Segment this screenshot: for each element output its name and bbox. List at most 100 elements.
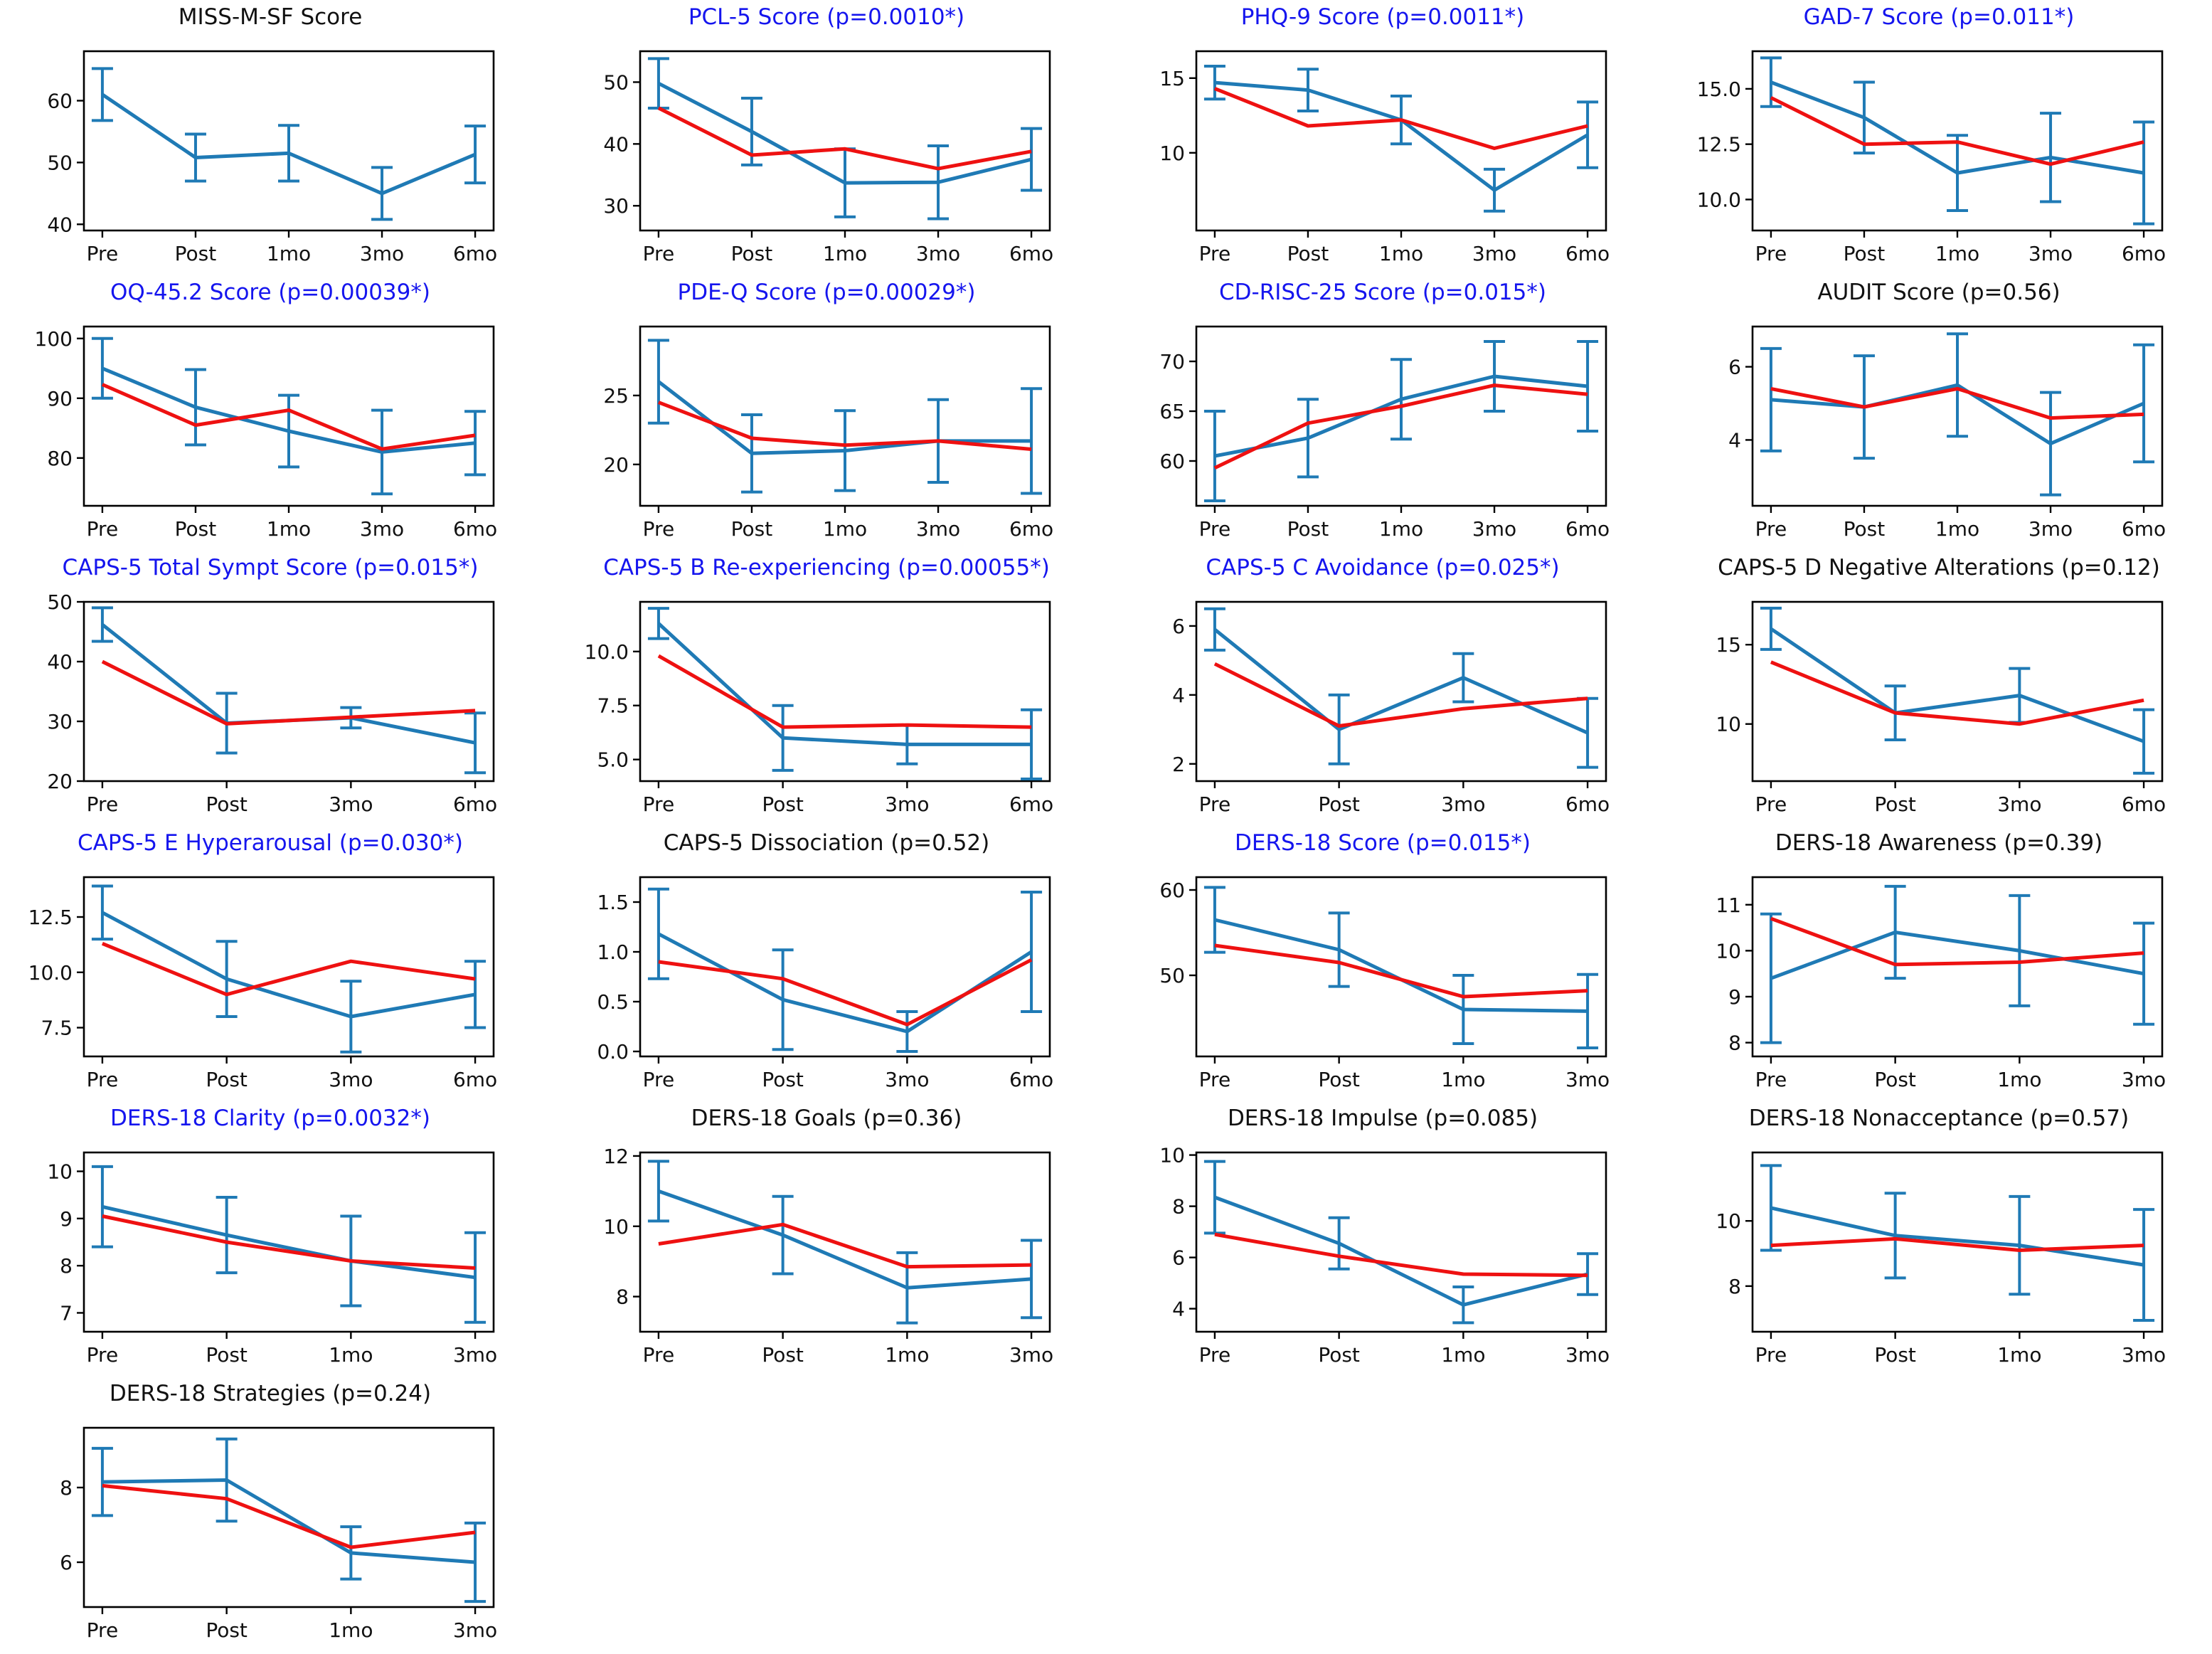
x-tick-label: Post bbox=[1874, 1068, 1916, 1091]
chart-svg: 7 8 9 10 Pre Post 1mo 3mo bbox=[47, 1151, 497, 1367]
y-tick-label: 30 bbox=[47, 710, 73, 733]
chart-panel: DERS-18 Awareness (p=0.39) 8 9 10 11 Pre Post 1… bbox=[1669, 826, 2209, 1096]
axes-frame bbox=[83, 876, 495, 1058]
x-tick-label: Post bbox=[762, 1343, 804, 1367]
y-tick-label: 7.5 bbox=[597, 694, 629, 718]
chart-svg: 8 10 12 Pre Post 1mo 3mo bbox=[603, 1145, 1053, 1367]
x-tick-label: 1mo bbox=[1379, 242, 1423, 265]
y-tick-label: 80 bbox=[47, 447, 73, 470]
chart-title: DERS-18 Score (p=0.015*) bbox=[1235, 830, 1531, 856]
x-tick-label: 3mo bbox=[2028, 517, 2073, 541]
y-tick-label: 20 bbox=[47, 770, 73, 793]
x-tick-label: Post bbox=[731, 517, 773, 541]
y-tick-label: 6 bbox=[1172, 615, 1185, 638]
axes-frame bbox=[1195, 600, 1607, 783]
chart-panel: CD-RISC-25 Score (p=0.015*) 60 65 70 Pre Post… bbox=[1112, 275, 1653, 546]
model-series-line bbox=[657, 654, 1032, 729]
chart-panel: OQ-45.2 Score (p=0.00039*) 80 90 100 Pre Post… bbox=[0, 275, 541, 546]
chart-title: CAPS-5 E Hyperarousal (p=0.030*) bbox=[78, 830, 463, 856]
y-tick-label: 15.0 bbox=[1697, 78, 1741, 101]
y-tick-label: 10 bbox=[1716, 939, 1741, 963]
chart-panel: DERS-18 Goals (p=0.36) 8 10 12 Pre Post 1mo 3mo bbox=[556, 1101, 1097, 1372]
axes-frame bbox=[1751, 1151, 2164, 1333]
axes-frame bbox=[639, 600, 1051, 783]
x-tick-label: 3mo bbox=[329, 1068, 373, 1091]
chart-svg: 20 25 Pre Post 1mo 3mo 6mo bbox=[603, 325, 1053, 541]
x-tick-label: 3mo bbox=[916, 517, 960, 541]
x-tick-label: Post bbox=[206, 792, 248, 816]
axes-frame bbox=[639, 1151, 1051, 1333]
model-series-line bbox=[102, 1214, 476, 1270]
model-series-line bbox=[1213, 383, 1588, 470]
y-tick-label: 4 bbox=[1172, 1298, 1185, 1321]
x-tick-label: Post bbox=[1287, 242, 1329, 265]
y-tick-label: 6 bbox=[1172, 1246, 1185, 1270]
chart-title: DERS-18 Impulse (p=0.085) bbox=[1227, 1106, 1538, 1131]
x-tick-label: Pre bbox=[1755, 792, 1787, 816]
x-tick-label: 3mo bbox=[1565, 1343, 1610, 1367]
y-tick-label: 10 bbox=[603, 1215, 629, 1239]
y-tick-label: 10.0 bbox=[1697, 188, 1741, 211]
x-tick-label: Pre bbox=[1199, 517, 1231, 541]
observed-series-line bbox=[101, 622, 476, 745]
chart-panel: CAPS-5 Dissociation (p=0.52) 0.0 0.5 1.0 1.5… bbox=[556, 826, 1097, 1096]
x-tick-label: Post bbox=[1318, 1068, 1360, 1091]
x-tick-label: Post bbox=[762, 1068, 804, 1091]
chart-panel: DERS-18 Strategies (p=0.24) 6 8 Pre Post 1mo 3… bbox=[0, 1377, 541, 1647]
x-tick-label: 6mo bbox=[2122, 792, 2166, 816]
x-tick-label: 1mo bbox=[823, 242, 867, 265]
x-tick-label: 3mo bbox=[916, 242, 960, 265]
x-tick-label: 3mo bbox=[2122, 1068, 2166, 1091]
model-series-line bbox=[1770, 96, 2144, 166]
chart-title: DERS-18 Awareness (p=0.39) bbox=[1775, 830, 2103, 856]
x-tick-label: Post bbox=[175, 517, 217, 541]
x-tick-label: Pre bbox=[1755, 517, 1787, 541]
chart-title: PCL-5 Score (p=0.0010*) bbox=[688, 4, 965, 30]
chart-svg: 10 15 Pre Post 1mo 3mo 6mo bbox=[1159, 50, 1610, 265]
x-tick-label: Post bbox=[175, 242, 217, 265]
observed-series-line bbox=[658, 1189, 1032, 1290]
observed-series-line bbox=[1214, 374, 1588, 458]
y-tick-label: 10 bbox=[1159, 142, 1185, 165]
x-tick-label: Post bbox=[1874, 1343, 1916, 1367]
x-tick-label: Pre bbox=[1199, 792, 1231, 816]
axes-frame bbox=[83, 1426, 495, 1608]
y-tick-label: 90 bbox=[47, 387, 73, 410]
chart-svg: 5.0 7.5 10.0 Pre Post 3mo 6mo bbox=[585, 600, 1053, 816]
x-tick-label: 1mo bbox=[1935, 517, 1979, 541]
y-tick-label: 50 bbox=[47, 151, 73, 174]
chart-panel: DERS-18 Score (p=0.015*) 50 60 Pre Post 1mo 3m… bbox=[1112, 826, 1653, 1096]
y-tick-label: 4 bbox=[1172, 684, 1185, 707]
x-tick-label: Pre bbox=[87, 1618, 119, 1642]
chart-panel: DERS-18 Impulse (p=0.085) 4 6 8 10 Pre Post 1mo… bbox=[1112, 1101, 1653, 1372]
model-series-line bbox=[1770, 660, 2144, 726]
y-tick-label: 10 bbox=[1159, 1144, 1185, 1167]
chart-title: DERS-18 Clarity (p=0.0032*) bbox=[110, 1106, 430, 1131]
chart-title: GAD-7 Score (p=0.011*) bbox=[1803, 4, 2075, 30]
x-tick-label: 3mo bbox=[360, 242, 404, 265]
x-tick-label: 1mo bbox=[329, 1618, 373, 1642]
x-tick-label: Pre bbox=[643, 517, 675, 541]
y-tick-label: 12.5 bbox=[28, 906, 73, 929]
x-tick-label: 6mo bbox=[453, 517, 497, 541]
x-tick-label: 6mo bbox=[1565, 242, 1610, 265]
observed-series-line bbox=[1770, 931, 2144, 980]
y-tick-label: 0.0 bbox=[597, 1040, 629, 1064]
chart-panel: DERS-18 Nonacceptance (p=0.57) 8 10 Pre Post… bbox=[1669, 1101, 2209, 1372]
x-tick-label: 6mo bbox=[453, 1068, 497, 1091]
observed-series-line bbox=[102, 1204, 476, 1280]
y-tick-label: 8 bbox=[1728, 1275, 1741, 1298]
observed-series-line bbox=[1214, 918, 1588, 1013]
y-tick-label: 4 bbox=[1728, 428, 1741, 452]
x-tick-label: 3mo bbox=[885, 1068, 929, 1091]
model-series-line bbox=[658, 1222, 1032, 1269]
model-series-line bbox=[658, 401, 1032, 451]
chart-panel: PHQ-9 Score (p=0.0011*) 10 15 Pre Post 1mo 3mo… bbox=[1112, 0, 1653, 270]
x-tick-label: 6mo bbox=[1009, 1068, 1053, 1091]
observed-series-line bbox=[1770, 383, 2145, 446]
y-tick-label: 2 bbox=[1172, 753, 1185, 776]
y-tick-label: 20 bbox=[603, 453, 629, 477]
chart-panel: AUDIT Score (p=0.56) 4 6 Pre Post 1mo 3mo 6mo bbox=[1669, 275, 2209, 546]
x-tick-label: 3mo bbox=[1441, 792, 1485, 816]
y-tick-label: 30 bbox=[603, 194, 629, 218]
